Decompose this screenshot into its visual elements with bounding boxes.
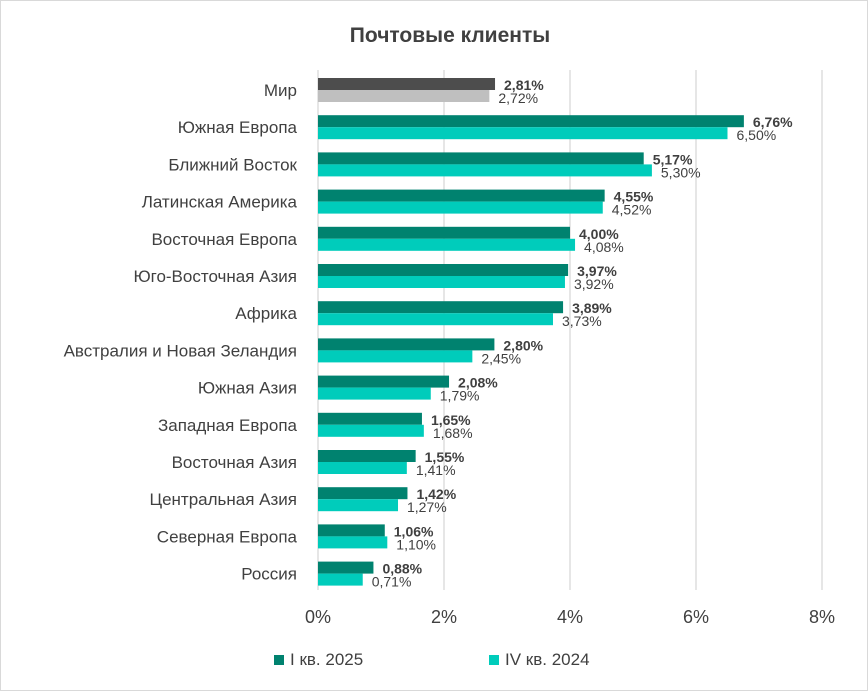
bar-series-b	[318, 276, 565, 288]
category-label: Россия	[241, 565, 297, 584]
x-tick-label: 6%	[683, 607, 709, 627]
data-label-series-b: 1,79%	[440, 388, 480, 404]
data-label-series-b: 5,30%	[661, 164, 701, 180]
data-label-series-b: 4,52%	[612, 202, 652, 218]
data-label-series-a: 1,42%	[416, 486, 456, 502]
bar-series-a	[318, 524, 385, 537]
data-label-series-a: 2,80%	[503, 337, 543, 353]
category-label: Западная Европа	[158, 416, 298, 435]
category-label: Центральная Азия	[150, 490, 298, 509]
bar-series-b	[318, 387, 431, 400]
bar-series-a	[318, 226, 570, 239]
data-label-series-a: 2,81%	[504, 77, 544, 93]
x-tick-label: 0%	[305, 607, 331, 627]
legend-swatch-a	[274, 655, 284, 665]
bar-series-b	[318, 350, 473, 363]
data-label-series-a: 1,06%	[394, 523, 434, 539]
bar-series-b	[318, 424, 424, 437]
bar-series-b	[318, 164, 652, 177]
data-label-series-a: 3,97%	[577, 263, 617, 279]
category-label: Мир	[264, 81, 297, 100]
bar-series-a	[318, 189, 605, 202]
category-label: Юго-Восточная Азия	[133, 267, 297, 286]
data-label-series-a: 1,55%	[425, 449, 465, 465]
legend-item-a: I кв. 2025	[274, 650, 363, 670]
x-tick-label: 2%	[431, 607, 457, 627]
category-label: Восточная Европа	[151, 230, 297, 249]
data-label-series-a: 0,88%	[382, 561, 422, 577]
data-label-series-b: 0,71%	[372, 574, 412, 590]
bar-series-b	[318, 201, 603, 214]
data-label-series-a: 1,65%	[431, 412, 471, 428]
category-label: Северная Европа	[157, 527, 298, 546]
bar-series-b	[318, 573, 363, 586]
category-label: Австралия и Новая Зеландия	[64, 341, 297, 360]
data-label-series-b: 3,73%	[562, 313, 602, 329]
bar-series-b	[318, 127, 728, 140]
bar-series-a	[318, 487, 408, 500]
bar-series-a	[318, 338, 495, 351]
legend-item-b: IV кв. 2024	[489, 650, 590, 670]
category-label: Африка	[235, 304, 297, 323]
category-label: Восточная Азия	[172, 453, 297, 472]
data-label-series-a: 6,76%	[753, 114, 793, 130]
data-label-series-b: 2,72%	[498, 90, 538, 106]
data-label-series-a: 5,17%	[653, 151, 693, 167]
bar-series-a	[318, 152, 644, 165]
data-label-series-b: 1,10%	[396, 536, 436, 552]
legend-label-a: I кв. 2025	[290, 650, 364, 669]
bar-series-a	[318, 375, 450, 388]
bar-series-a	[318, 301, 564, 314]
data-label-series-a: 4,00%	[579, 226, 619, 242]
bar-series-a	[318, 264, 569, 276]
bar-series-b	[318, 536, 388, 549]
bar-series-a	[318, 561, 374, 574]
bar-series-b	[318, 462, 407, 474]
bar-series-b	[318, 499, 399, 512]
bar-series-a	[318, 450, 416, 462]
chart-title: Почтовые клиенты	[349, 24, 551, 47]
x-tick-label: 4%	[557, 607, 583, 627]
bar-series-a	[318, 115, 744, 128]
bar-series-b	[318, 238, 576, 251]
data-label-series-b: 1,41%	[416, 462, 456, 478]
data-label-series-a: 3,89%	[572, 300, 612, 316]
bar-series-b	[318, 90, 490, 102]
bar-series-a	[318, 412, 422, 425]
data-label-series-b: 6,50%	[737, 127, 777, 143]
category-label: Ближний Восток	[168, 155, 297, 174]
data-label-series-b: 3,92%	[574, 276, 614, 292]
category-label: Южная Европа	[178, 118, 298, 137]
category-label: Латинская Америка	[142, 193, 298, 212]
data-label-series-a: 4,55%	[614, 189, 654, 205]
bar-series-b	[318, 313, 553, 326]
data-label-series-b: 2,45%	[481, 350, 521, 366]
category-label: Южная Азия	[198, 379, 297, 398]
legend-swatch-b	[489, 655, 499, 665]
data-label-series-a: 2,08%	[458, 375, 498, 391]
bar-series-a	[318, 78, 496, 90]
legend-label-b: IV кв. 2024	[505, 650, 590, 669]
data-label-series-b: 1,27%	[407, 499, 447, 515]
data-label-series-b: 4,08%	[584, 239, 624, 255]
x-tick-label: 8%	[809, 607, 835, 627]
data-label-series-b: 1,68%	[433, 425, 473, 441]
